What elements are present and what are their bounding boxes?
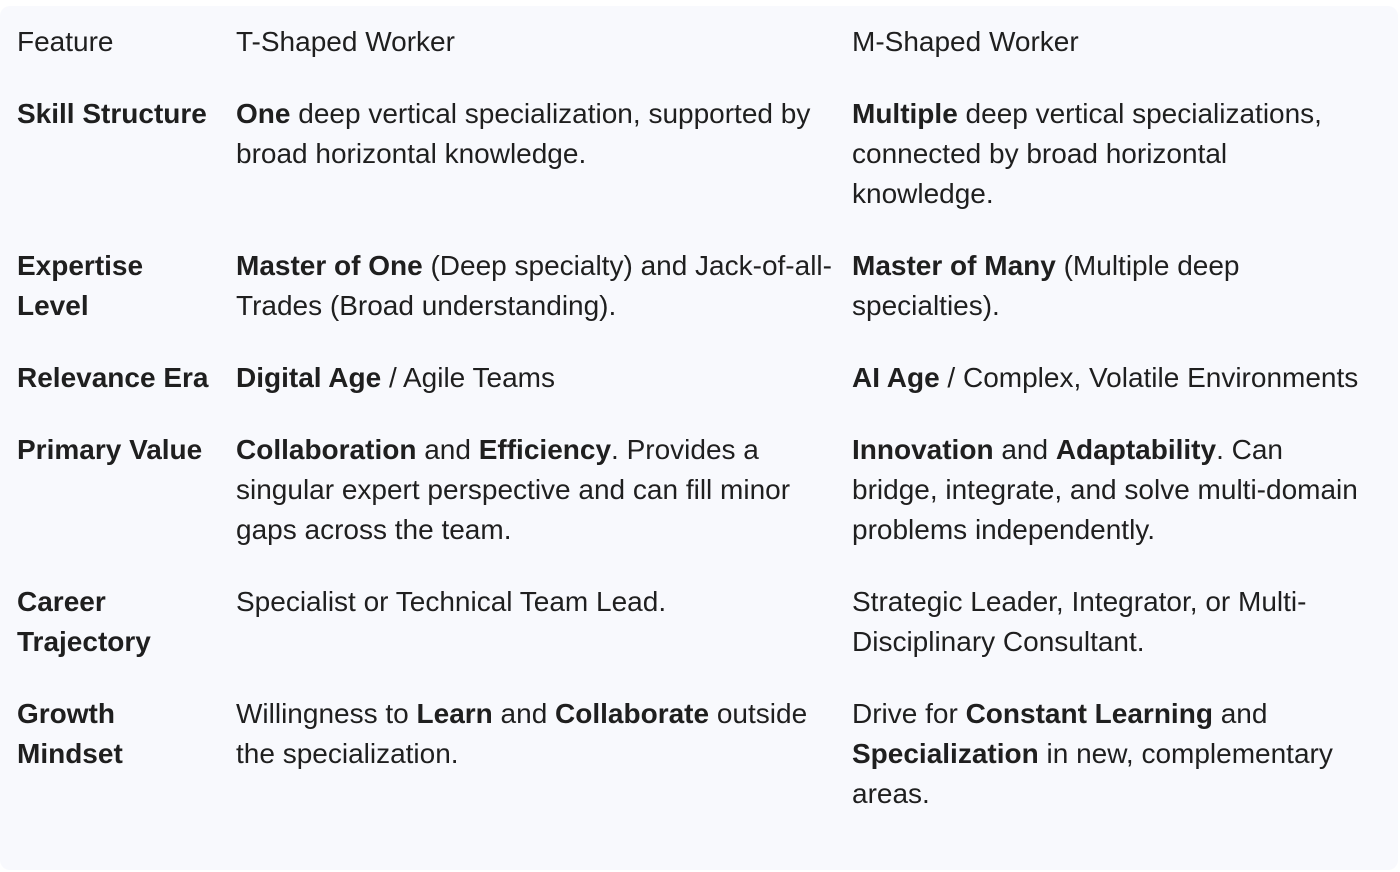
bold-text-run: Digital Age: [236, 362, 382, 393]
comparison-card: Feature T-Shaped Worker M-Shaped Worker …: [0, 6, 1398, 870]
feature-cell: Growth Mindset: [17, 698, 123, 769]
feature-cell: Primary Value: [17, 434, 203, 465]
text-run: deep vertical specializations, connected…: [852, 98, 1322, 209]
bold-text-run: Constant Learning: [965, 698, 1213, 729]
table-row: Relevance Era Digital Age / Agile Teams AI…: [17, 358, 1387, 430]
bold-text-run: Learn: [416, 698, 493, 729]
t-shaped-cell: Digital Age / Agile Teams: [236, 358, 852, 430]
t-shaped-cell: Master of One (Deep specialty) and Jack-…: [236, 246, 852, 358]
text-run: deep vertical specialization, supported …: [236, 98, 811, 169]
comparison-table: Feature T-Shaped Worker M-Shaped Worker …: [17, 22, 1387, 846]
header-t-shaped: T-Shaped Worker: [236, 26, 455, 57]
text-run: Willingness to: [236, 698, 417, 729]
text-run: and: [993, 434, 1056, 465]
m-shaped-cell: AI Age / Complex, Volatile Environments: [852, 358, 1387, 430]
text-run: Strategic Leader, Integrator, or Multi-D…: [852, 586, 1307, 657]
bold-text-run: Multiple: [852, 98, 958, 129]
feature-cell: Expertise Level: [17, 250, 144, 321]
header-feature: Feature: [17, 26, 114, 57]
text-run: / Complex, Volatile Environments: [939, 362, 1359, 393]
feature-cell: Skill Structure: [17, 98, 207, 129]
table-row: Skill Structure One deep vertical special…: [17, 94, 1387, 246]
bold-text-run: Efficiency: [478, 434, 612, 465]
text-run: and: [492, 698, 556, 729]
text-run: Drive for: [852, 698, 966, 729]
t-shaped-cell: Collaboration and Efficiency. Provides a…: [236, 430, 852, 582]
feature-cell: Relevance Era: [17, 362, 209, 393]
t-shaped-cell: Specialist or Technical Team Lead.: [236, 582, 852, 694]
bold-text-run: Collaborate: [555, 698, 710, 729]
table-row: Expertise Level Master of One (Deep speci…: [17, 246, 1387, 358]
header-m-shaped: M-Shaped Worker: [852, 26, 1079, 57]
bold-text-run: AI Age: [852, 362, 940, 393]
text-run: and: [416, 434, 479, 465]
m-shaped-cell: Strategic Leader, Integrator, or Multi-D…: [852, 582, 1387, 694]
bold-text-run: Specialization: [852, 738, 1039, 769]
bold-text-run: Master of Many: [852, 250, 1056, 281]
text-run: . Can bridge, integrate, and solve multi…: [852, 434, 1358, 545]
text-run: (Multiple deep specialties).: [852, 250, 1240, 321]
m-shaped-cell: Innovation and Adaptability. Can bridge,…: [852, 430, 1387, 582]
m-shaped-cell: Multiple deep vertical specializations, …: [852, 94, 1387, 246]
t-shaped-cell: One deep vertical specialization, suppor…: [236, 94, 852, 246]
table-row: Career Trajectory Specialist or Technical…: [17, 582, 1387, 694]
text-run: Specialist or Technical Team Lead.: [236, 586, 667, 617]
bold-text-run: Collaboration: [236, 434, 417, 465]
bold-text-run: Master of One: [236, 250, 423, 281]
table-row: Primary Value Collaboration and Efficienc…: [17, 430, 1387, 582]
bold-text-run: One: [236, 98, 291, 129]
table-header-row: Feature T-Shaped Worker M-Shaped Worker: [17, 22, 1387, 94]
text-run: / Agile Teams: [381, 362, 555, 393]
text-run: . Provides a singular expert perspective…: [236, 434, 791, 545]
text-run: in new, complementary areas.: [852, 738, 1333, 809]
text-run: (Deep specialty) and Jack-of-all-Trades …: [236, 250, 832, 321]
table-row: Growth Mindset Willingness to Learn and C…: [17, 694, 1387, 846]
t-shaped-cell: Willingness to Learn and Collaborate out…: [236, 694, 852, 846]
text-run: and: [1212, 698, 1268, 729]
m-shaped-cell: Drive for Constant Learning and Speciali…: [852, 694, 1387, 846]
bold-text-run: Innovation: [852, 434, 994, 465]
table-body: Skill Structure One deep vertical special…: [17, 94, 1387, 846]
m-shaped-cell: Master of Many (Multiple deep specialtie…: [852, 246, 1387, 358]
text-run: outside the specialization.: [236, 698, 808, 769]
feature-cell: Career Trajectory: [17, 586, 151, 657]
bold-text-run: Adaptability: [1055, 434, 1217, 465]
